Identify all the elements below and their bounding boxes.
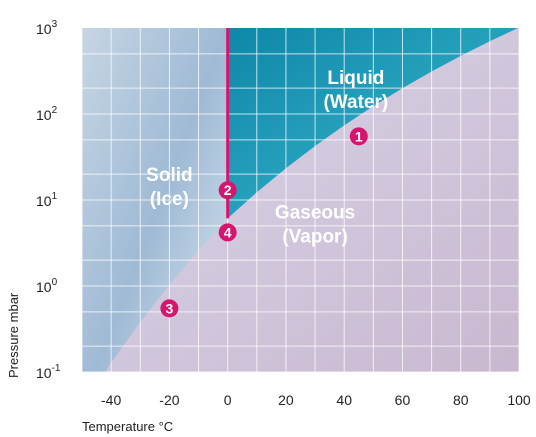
marker-label: 2 <box>224 182 232 198</box>
x-axis-label: Temperature °C <box>82 419 173 434</box>
region-label-line2: (Vapor) <box>282 226 347 247</box>
y-tick-label: 101 <box>36 191 58 209</box>
marker-label: 1 <box>355 128 363 144</box>
plot-area <box>82 28 519 372</box>
y-tick-label: 10-1 <box>36 363 61 381</box>
marker-dot <box>349 127 368 146</box>
x-tick-label: 100 <box>507 392 531 408</box>
x-tick-label: -20 <box>159 392 179 408</box>
x-tick-label: 0 <box>224 392 232 408</box>
y-tick-label: 103 <box>36 19 58 37</box>
marker-label: 4 <box>224 224 232 240</box>
marker-2: 2 <box>218 181 237 200</box>
region-label-line1: Solid <box>146 165 192 186</box>
region-label-line1: Gaseous <box>275 202 355 223</box>
marker-3: 3 <box>160 299 179 318</box>
x-tick-label: 60 <box>395 392 411 408</box>
x-tick-label: 80 <box>453 392 469 408</box>
x-tick-label: -40 <box>101 392 121 408</box>
marker-label: 3 <box>166 300 174 316</box>
x-tick-label: 40 <box>336 392 352 408</box>
liquid-region <box>227 28 519 219</box>
region-label-line1: Liquid <box>327 68 384 89</box>
region-label-line2: (Water) <box>323 92 388 113</box>
x-tick-label: 20 <box>278 392 294 408</box>
marker-dot <box>160 299 179 318</box>
y-tick-label: 102 <box>36 105 58 123</box>
y-axis-label: Pressure mbar <box>6 292 21 378</box>
y-tick-label: 100 <box>36 277 58 295</box>
region-label-line2: (Ice) <box>150 189 189 210</box>
marker-4: 4 <box>218 223 237 242</box>
marker-dot <box>218 181 237 200</box>
grid-lines <box>82 28 519 372</box>
marker-dot <box>218 223 237 242</box>
marker-1: 1 <box>349 127 368 146</box>
